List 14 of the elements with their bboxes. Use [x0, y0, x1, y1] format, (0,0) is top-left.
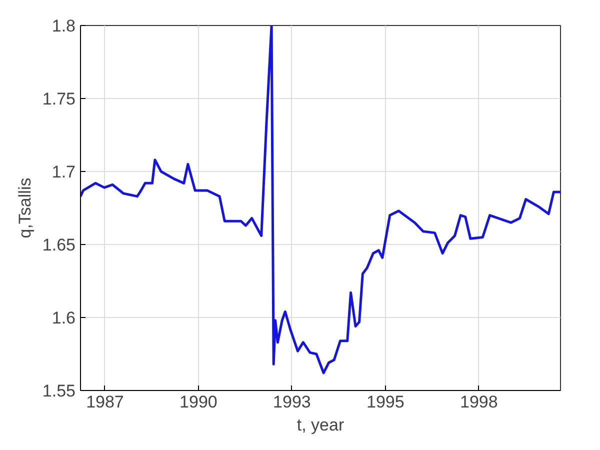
- y-tick-label: 1.7: [52, 162, 76, 182]
- x-tick-label: 1995: [366, 392, 404, 412]
- x-tick-label: 1993: [273, 392, 311, 412]
- line-series: [80, 26, 560, 374]
- y-tick-label: 1.75: [42, 90, 76, 108]
- y-tick-label: 1.8: [52, 16, 76, 36]
- x-axis-title: t, year: [296, 416, 344, 434]
- y-tick-label: 1.65: [42, 236, 76, 254]
- x-tick-label: 1987: [86, 392, 124, 412]
- y-axis-title: q,Tsallis: [15, 178, 34, 238]
- y-tick-label: 1.6: [52, 308, 76, 328]
- x-tick-label: 1998: [460, 392, 498, 412]
- y-tick-label: 1.55: [42, 382, 76, 400]
- x-tick-label: 1990: [180, 392, 218, 412]
